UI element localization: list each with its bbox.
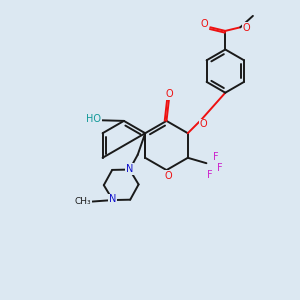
- Text: F: F: [217, 163, 223, 173]
- Text: O: O: [200, 19, 208, 29]
- Text: HO: HO: [86, 114, 101, 124]
- Text: O: O: [200, 119, 208, 129]
- Text: N: N: [126, 164, 133, 174]
- Text: O: O: [242, 23, 250, 33]
- Text: O: O: [164, 171, 172, 181]
- Text: F: F: [207, 169, 212, 180]
- Text: O: O: [166, 89, 173, 99]
- Text: CH₃: CH₃: [74, 197, 91, 206]
- Text: F: F: [213, 152, 218, 162]
- Text: N: N: [109, 194, 116, 204]
